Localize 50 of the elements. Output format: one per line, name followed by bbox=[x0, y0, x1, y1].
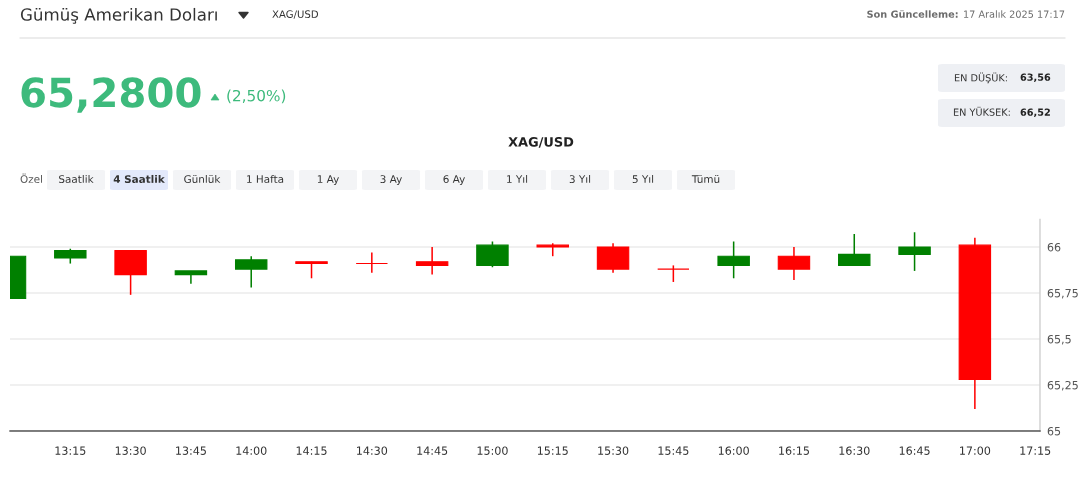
x-tick-label: 13:30 bbox=[115, 446, 146, 455]
y-tick-label: 65,5 bbox=[1047, 334, 1071, 345]
text: (2,50%) bbox=[227, 89, 286, 104]
y-tick-label: 66 bbox=[1047, 242, 1061, 252]
text: 66,52 bbox=[1020, 108, 1050, 118]
x-tick-label: 17:15 bbox=[1020, 446, 1051, 455]
y-tick-label: 65 bbox=[1047, 426, 1061, 436]
candlestick bbox=[355, 251, 389, 274]
text: EN DÜŞÜK: bbox=[954, 72, 1007, 84]
text: Son Güncelleme: bbox=[867, 10, 958, 18]
text: Özel bbox=[20, 173, 42, 184]
x-tick-label: 17:00 bbox=[960, 446, 991, 455]
x-tick-label: 14:15 bbox=[296, 446, 327, 455]
text: 5 Yıl bbox=[632, 174, 654, 184]
x-tick-label: 14:45 bbox=[417, 446, 448, 455]
text: 17 Aralık 2025 17:17 bbox=[964, 10, 1065, 18]
x-tick-label: 14:30 bbox=[357, 446, 388, 455]
x-tick-label: 16:15 bbox=[779, 446, 809, 455]
x-tick-label: 15:30 bbox=[598, 446, 629, 455]
text: Günlük bbox=[184, 174, 221, 184]
x-tick-label: 15:00 bbox=[477, 446, 508, 455]
text: EN YÜKSEK: bbox=[953, 106, 1010, 116]
text: 3 Ay bbox=[380, 175, 402, 186]
text: Saatlik bbox=[59, 174, 94, 184]
x-tick-label: 13:45 bbox=[176, 446, 206, 455]
text: Tümü bbox=[691, 174, 720, 184]
text: 63,56 bbox=[1020, 73, 1051, 83]
x-tick-label: 15:15 bbox=[537, 446, 568, 455]
x-tick-label: 16:30 bbox=[839, 446, 870, 455]
text: Gümüş Amerikan Doları bbox=[20, 7, 217, 24]
x-tick-label: 14:00 bbox=[236, 446, 267, 455]
x-tick-label: 15:45 bbox=[658, 446, 689, 455]
text: XAG/USD bbox=[272, 10, 319, 19]
text: 4 Saatlik bbox=[113, 174, 165, 184]
x-tick-label: 16:45 bbox=[899, 446, 930, 455]
text: 3 Yıl bbox=[569, 174, 591, 184]
text: 65,2800 bbox=[21, 77, 201, 113]
x-tick-label: 13:15 bbox=[55, 446, 86, 455]
candlestick bbox=[898, 231, 931, 272]
text: 6 Ay bbox=[443, 175, 465, 186]
text: 1 Ay bbox=[317, 175, 339, 186]
chart-title: XAG/USD bbox=[508, 136, 574, 148]
y-tick-label: 65,25 bbox=[1047, 380, 1078, 391]
candlestick bbox=[174, 270, 208, 285]
y-tick-label: 65,75 bbox=[1047, 288, 1078, 299]
candlestick bbox=[415, 246, 449, 276]
text: 1 Hafta bbox=[247, 174, 284, 184]
x-tick-label: 16:00 bbox=[718, 446, 749, 455]
text: 1 Yıl bbox=[507, 174, 528, 183]
candlestick bbox=[536, 242, 569, 257]
